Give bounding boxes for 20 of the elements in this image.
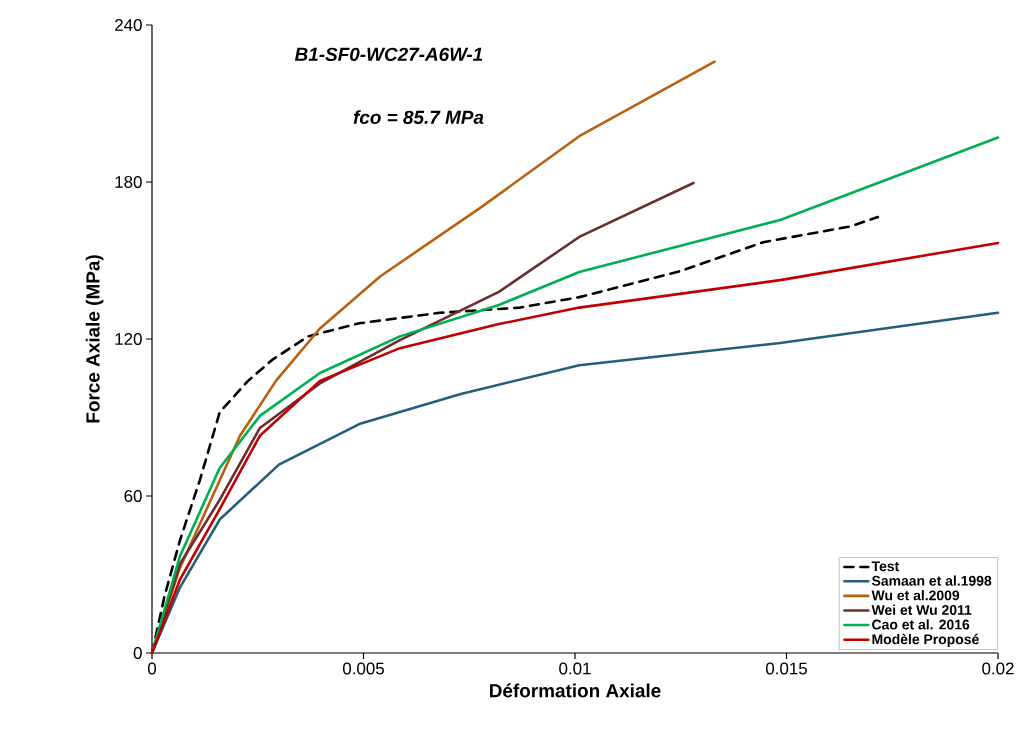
y-axis-title: Force Axiale (MPa) — [85, 255, 104, 423]
y-tick-label: 120 — [115, 333, 142, 345]
text: B1-SF0-WC27-A6W-1 — [294, 47, 483, 62]
y-tick-label: 180 — [115, 176, 142, 188]
x-tick-label: 0 — [147, 662, 157, 675]
legend-label: Wei et Wu 2011 — [871, 604, 972, 615]
legend-label: Test — [871, 561, 900, 572]
x-axis-title: Déformation Axiale — [490, 683, 661, 698]
legend-label: Wu et al.2009 — [871, 590, 960, 601]
x-tick-label: 0.015 — [765, 662, 807, 675]
legend-label: Cao et al. 2016 — [872, 619, 970, 630]
y-tick-label: 60 — [124, 490, 142, 502]
text: fco = 85.7 MPa — [353, 110, 484, 125]
y-tick-label: 240 — [115, 19, 142, 31]
legend-label: Modèle Proposé — [872, 633, 979, 647]
x-tick-label: 0.01 — [559, 662, 591, 675]
x-tick-label: 0.005 — [342, 662, 384, 675]
legend-label: Samaan et al.1998 — [871, 575, 992, 586]
x-tick-label: 0.02 — [982, 662, 1014, 675]
y-tick-label: 0 — [133, 647, 142, 659]
